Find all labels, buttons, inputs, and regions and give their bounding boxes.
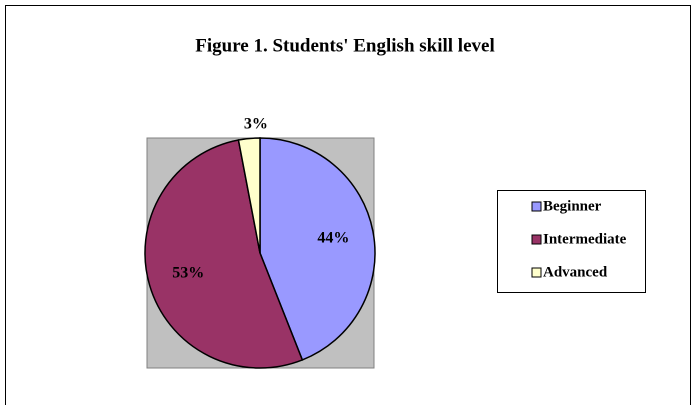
data-label: 3% [244, 115, 268, 132]
legend-swatch [531, 267, 542, 278]
pie-slice [259, 137, 376, 361]
legend-swatch [531, 201, 542, 212]
pie-slice [237, 137, 261, 254]
legend-label: Intermediate [543, 231, 627, 247]
chart-title: Figure 1. Students' English skill level [195, 35, 494, 56]
legend-label: Advanced [543, 264, 608, 280]
legend-box [497, 190, 646, 293]
legend-label: Beginner [543, 198, 602, 214]
legend-swatch [531, 234, 542, 245]
pie-slice [144, 139, 304, 369]
data-label: 53% [172, 265, 204, 282]
data-label: 44% [317, 230, 349, 247]
